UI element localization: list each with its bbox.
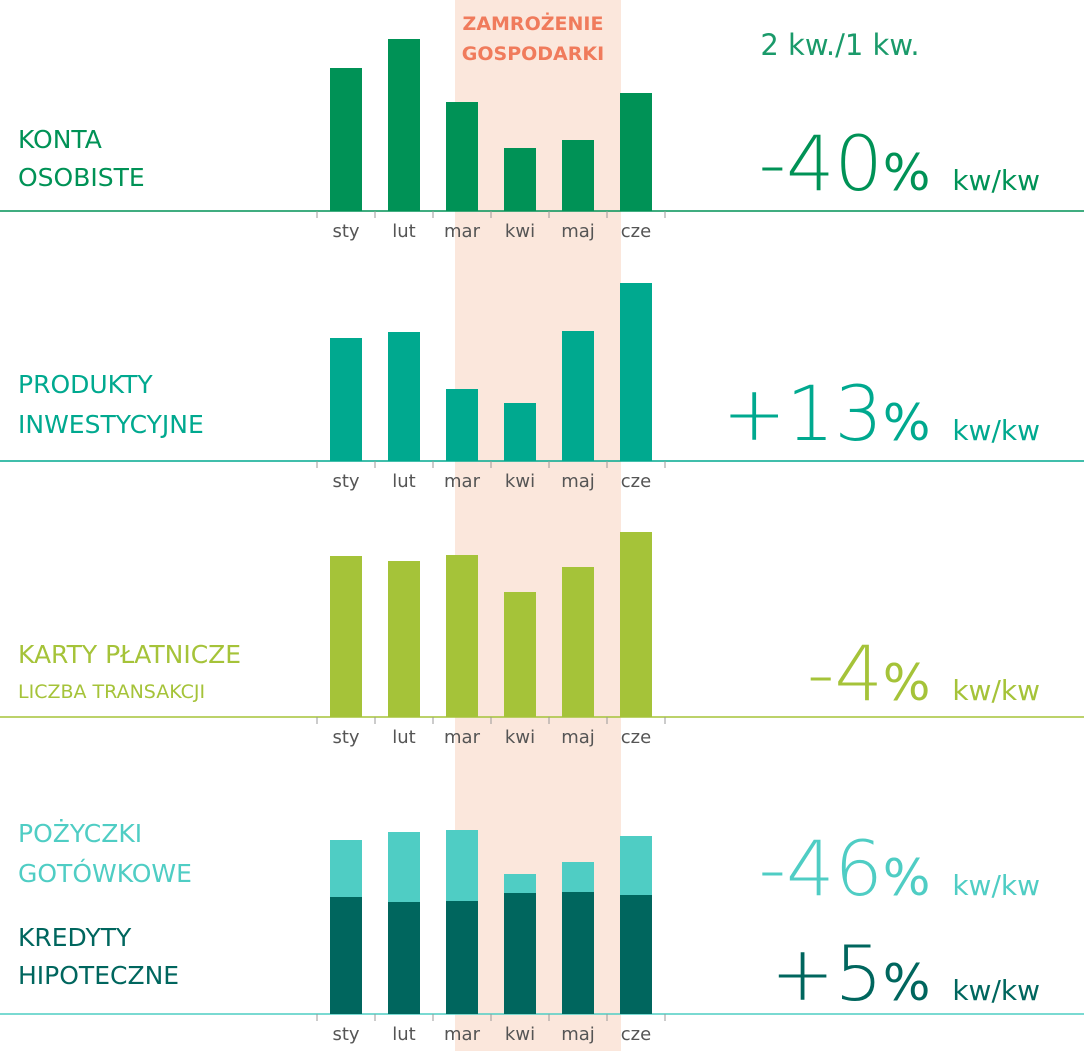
x-tick-label: lut — [392, 221, 415, 242]
change-unit: % — [883, 849, 931, 907]
change: +5% kw/kw — [771, 929, 1040, 1018]
bar — [330, 68, 362, 211]
bar — [388, 832, 420, 902]
bar — [562, 892, 594, 1014]
highlight-band — [455, 0, 621, 1051]
row-label: KONTA — [18, 125, 102, 154]
row-label: HIPOTECZNE — [18, 961, 179, 990]
change-suffix: kw/kw — [952, 674, 1040, 707]
bar — [330, 556, 362, 717]
x-tick-label: sty — [332, 221, 359, 242]
bar — [388, 332, 420, 461]
x-tick-label: mar — [444, 221, 481, 242]
row-label: KARTY PŁATNICZE — [18, 640, 241, 669]
row-label: PRODUKTY — [18, 370, 153, 399]
bar — [388, 902, 420, 1014]
change: -4% kw/kw — [807, 629, 1040, 718]
x-tick-label: maj — [561, 727, 595, 748]
x-tick-label: maj — [561, 221, 595, 242]
x-tick-label: kwi — [505, 221, 535, 242]
change-suffix: kw/kw — [952, 414, 1040, 447]
bar — [388, 39, 420, 211]
x-tick-label: lut — [392, 471, 415, 492]
change-unit: % — [883, 654, 931, 712]
bar — [504, 592, 536, 717]
x-tick-label: cze — [621, 471, 651, 492]
x-tick-label: kwi — [505, 1024, 535, 1045]
row-label: KREDYTY — [18, 923, 132, 952]
bar — [504, 403, 536, 461]
bar — [562, 331, 594, 461]
bar — [446, 830, 478, 901]
change: +13% kw/kw — [722, 369, 1040, 458]
row-label: INWESTYCYJNE — [18, 410, 204, 439]
change-suffix: kw/kw — [952, 974, 1040, 1007]
change-suffix: kw/kw — [952, 164, 1040, 197]
change-unit: % — [883, 954, 931, 1012]
row-label: POŻYCZKI — [18, 819, 142, 848]
x-tick-label: sty — [332, 471, 359, 492]
bar — [562, 567, 594, 717]
change-unit: % — [883, 394, 931, 452]
row-label: LICZBA TRANSAKCJI — [18, 681, 205, 703]
bar — [620, 283, 652, 461]
bar — [330, 897, 362, 1014]
bar — [330, 338, 362, 461]
change-value: +13 — [722, 369, 882, 458]
x-tick-label: kwi — [505, 471, 535, 492]
x-tick-label: cze — [621, 221, 651, 242]
bar — [620, 93, 652, 211]
bar — [620, 532, 652, 717]
x-tick-label: sty — [332, 1024, 359, 1045]
bar — [330, 840, 362, 897]
x-tick-label: kwi — [505, 727, 535, 748]
bar — [504, 893, 536, 1014]
x-tick-label: cze — [621, 727, 651, 748]
bar — [620, 836, 652, 895]
highlight-label: GOSPODARKI — [462, 43, 604, 65]
bar — [504, 148, 536, 211]
bar — [562, 862, 594, 892]
x-tick-label: mar — [444, 1024, 481, 1045]
row-label: OSOBISTE — [18, 163, 145, 192]
change-unit: % — [883, 144, 931, 202]
bar — [562, 140, 594, 211]
change-value: -40 — [759, 119, 883, 208]
highlight-label: ZAMROŻENIE — [463, 11, 604, 35]
row-label: GOTÓWKOWE — [18, 858, 192, 888]
x-tick-label: sty — [332, 727, 359, 748]
bar — [620, 895, 652, 1014]
change: -40% kw/kw — [759, 119, 1040, 208]
bar — [446, 102, 478, 211]
bar — [446, 555, 478, 717]
bar — [446, 901, 478, 1014]
x-tick-label: mar — [444, 471, 481, 492]
change: -46% kw/kw — [759, 824, 1040, 913]
change-value: +5 — [771, 929, 883, 1018]
x-tick-label: mar — [444, 727, 481, 748]
x-tick-label: lut — [392, 727, 415, 748]
bar — [388, 561, 420, 717]
header: 2 kw./1 kw. — [760, 28, 919, 62]
change-value: -4 — [807, 629, 883, 718]
bar — [504, 874, 536, 893]
x-tick-label: cze — [621, 1024, 651, 1045]
x-tick-label: maj — [561, 1024, 595, 1045]
change-value: -46 — [759, 824, 883, 913]
bar — [446, 389, 478, 461]
x-tick-label: maj — [561, 471, 595, 492]
change-suffix: kw/kw — [952, 869, 1040, 902]
x-tick-label: lut — [392, 1024, 415, 1045]
